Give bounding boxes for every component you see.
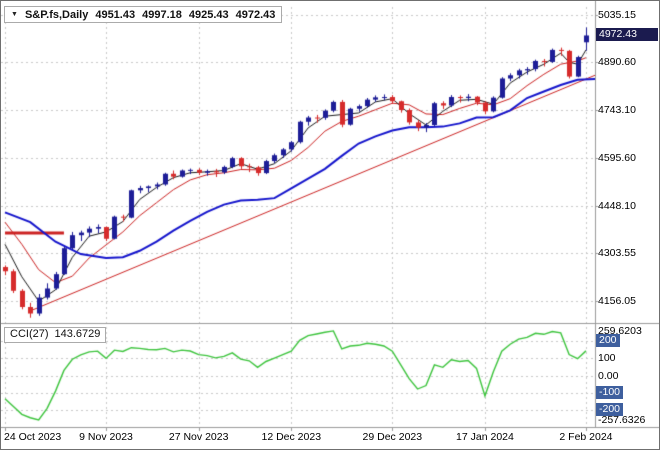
price-axis-label: 4156.05 (598, 294, 636, 307)
time-axis-label: 24 Oct 2023 (4, 431, 62, 443)
ohlc-high: 4997.18 (142, 8, 182, 21)
indicator-value: 143.6729 (54, 328, 101, 340)
ohlc-open: 4951.43 (95, 8, 136, 21)
price-axis-label: 4303.55 (598, 246, 636, 259)
ohlc-low: 4925.43 (188, 8, 229, 21)
time-axis-label: 27 Nov 2023 (168, 431, 229, 443)
time-axis-label: 9 Nov 2023 (79, 431, 133, 443)
current-price-badge: 4972.43 (596, 28, 658, 42)
cci-axis-label: 0.00 (598, 369, 619, 382)
price-axis-label: 4890.60 (598, 56, 636, 69)
indicator-name: CCI(27) (10, 328, 49, 340)
symbol-ohlc-label[interactable]: ▼ S&P.fs,Daily 4951.43 4997.18 4925.43 4… (4, 6, 283, 23)
price-axis-label: 4595.60 (598, 151, 636, 164)
chart-dropdown-icon[interactable]: ▼ (11, 10, 18, 18)
cci-axis-label: 100 (598, 352, 616, 365)
time-axis-label: 29 Dec 2023 (362, 431, 423, 443)
time-axis-label: 17 Jan 2024 (456, 431, 514, 443)
cci-level-badge: -100 (596, 385, 624, 399)
ohlc-close: 4972.43 (235, 8, 276, 21)
time-axis-label: 2 Feb 2024 (559, 431, 613, 443)
price-axis-label: 4743.10 (598, 104, 636, 116)
cci-level-badge: 200 (596, 334, 620, 348)
cci-level-badge: -200 (596, 403, 624, 417)
price-axis-label: 4448.10 (598, 199, 636, 212)
cci-axis-label: -257.6326 (598, 413, 646, 426)
symbol-name: S&P.fs,Daily (24, 8, 89, 21)
indicator-label[interactable]: CCI(27) 143.6729 (4, 327, 107, 343)
price-axis-label: 5035.15 (598, 9, 636, 22)
time-axis-label: 12 Dec 2023 (261, 431, 322, 443)
cci-axis-label: 259.6203 (598, 324, 642, 337)
